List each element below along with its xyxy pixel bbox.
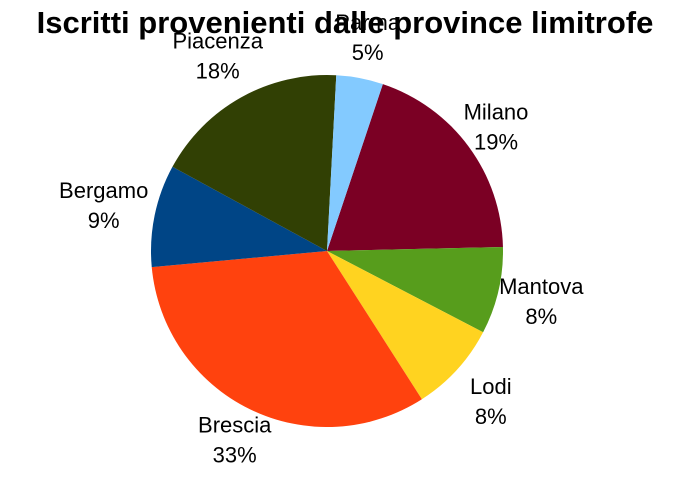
pie-slice-milano bbox=[327, 84, 503, 251]
slice-label-percent-lodi: 8% bbox=[475, 404, 507, 429]
pie-slice-brescia bbox=[151, 251, 422, 428]
slice-label-name-brescia: Brescia bbox=[198, 413, 272, 438]
pie-slice-piacenza bbox=[172, 74, 337, 251]
slice-label-name-lodi: Lodi bbox=[470, 374, 512, 399]
slice-label-percent-parma: 5% bbox=[352, 40, 384, 65]
chart-title: Iscritti provenienti dalle province limi… bbox=[37, 5, 654, 40]
pie-slice-lodi bbox=[327, 251, 484, 400]
slice-label-name-mantova: Mantova bbox=[499, 274, 584, 299]
slice-label-name-parma: Parma bbox=[335, 10, 401, 35]
slice-label-name-piacenza: Piacenza bbox=[172, 29, 263, 54]
slice-label-percent-brescia: 33% bbox=[213, 443, 257, 468]
pie-slice-mantova bbox=[327, 247, 503, 333]
slice-label-percent-piacenza: 18% bbox=[196, 59, 240, 84]
pie-slices bbox=[150, 74, 503, 428]
pie-slice-parma bbox=[327, 75, 383, 252]
slice-label-name-bergamo: Bergamo bbox=[59, 178, 148, 203]
slice-label-name-milano: Milano bbox=[464, 99, 529, 124]
slice-label-percent-mantova: 8% bbox=[525, 304, 557, 329]
pie-labels: Milano 19% Mantova 8% Lodi 8% Brescia 33% Bergam… bbox=[59, 10, 584, 468]
slice-label-percent-bergamo: 9% bbox=[88, 208, 120, 233]
slice-label-percent-milano: 19% bbox=[474, 129, 518, 154]
pie-slice-bergamo bbox=[150, 166, 327, 268]
